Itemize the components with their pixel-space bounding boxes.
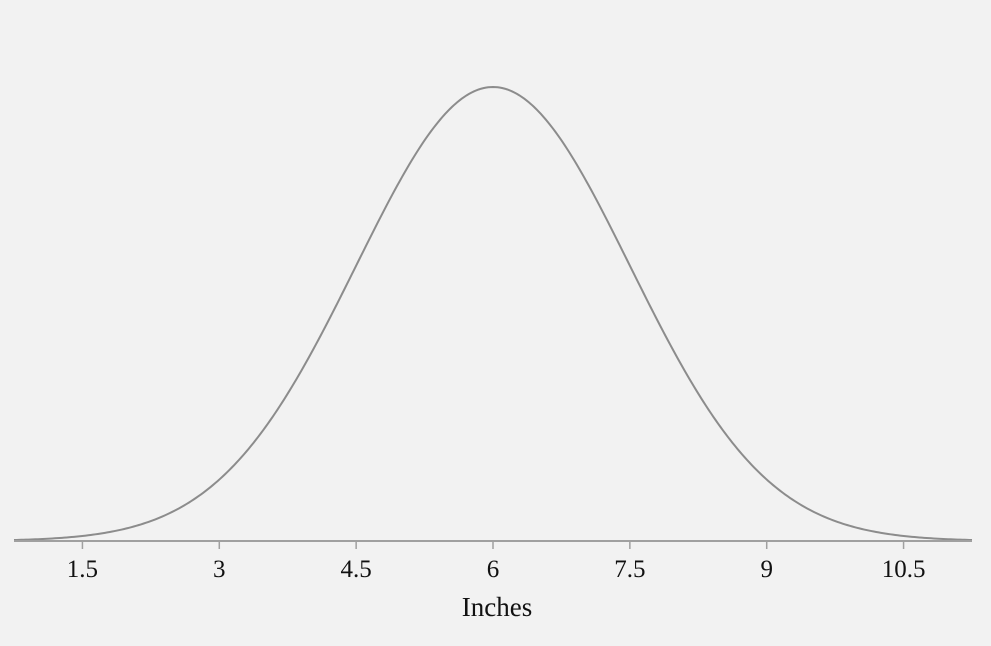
x-tick-label: 1.5	[67, 556, 98, 583]
x-axis-label: Inches	[462, 592, 532, 622]
normal-curve	[13, 85, 973, 542]
x-axis: 1.5 3 4.5 6 7.5 9 10.5	[14, 540, 972, 583]
x-tick-label: 3	[213, 556, 226, 583]
x-tick-label: 9	[760, 556, 773, 583]
x-tick-label: 4.5	[341, 556, 372, 583]
x-tick-label: 7.5	[614, 556, 645, 583]
curve-layer	[13, 85, 973, 542]
x-tick-label: 10.5	[882, 556, 926, 583]
x-tick-label: 6	[487, 556, 500, 583]
